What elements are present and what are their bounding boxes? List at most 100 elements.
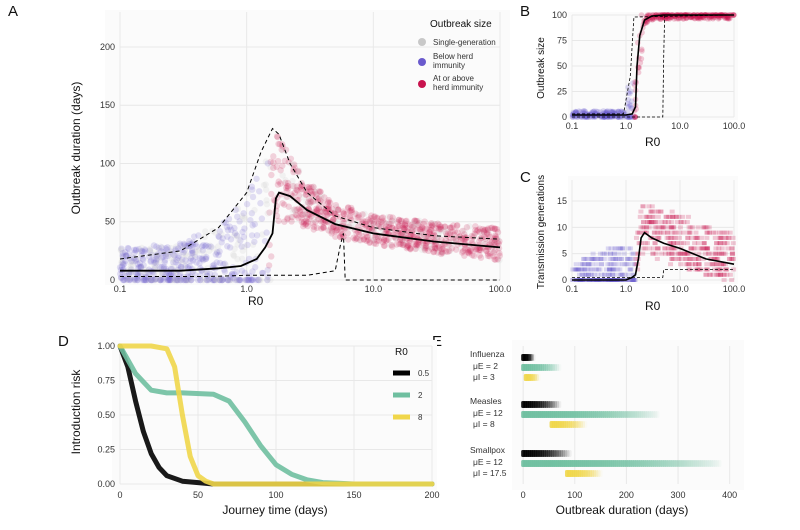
group-mu-e: μE = 12: [473, 408, 503, 418]
cloud-point: [382, 225, 389, 233]
cloud-point: [409, 226, 416, 233]
cloud-point: [248, 210, 256, 217]
panel-a-legend: Outbreak size Single-generation Below he…: [418, 19, 496, 92]
cloud-point: [246, 272, 253, 280]
cloud-point: [359, 217, 367, 224]
cloud-point: [616, 246, 622, 251]
cloud-point: [599, 262, 605, 267]
cloud-point: [611, 251, 617, 256]
cloud-point: [610, 272, 616, 277]
cloud-point: [686, 225, 692, 230]
cloud-point: [683, 256, 689, 261]
cloud-point: [245, 255, 253, 263]
cloud-point: [610, 267, 616, 272]
cloud-point: [297, 186, 305, 193]
cloud-point: [245, 276, 252, 284]
cloud-point: [319, 218, 327, 225]
cloud-point: [655, 235, 661, 240]
duration-band-smallpox-r8: [590, 470, 595, 477]
cloud-point: [461, 252, 468, 259]
cloud-point: [259, 269, 266, 277]
cloud-point: [248, 186, 256, 193]
cloud-point: [581, 262, 587, 267]
cloud-point: [496, 238, 503, 245]
cloud-point: [639, 241, 645, 246]
duration-band-smallpox-r2: [684, 460, 689, 467]
cloud-point: [359, 211, 366, 218]
cloud-point: [163, 246, 171, 253]
cloud-point: [189, 257, 197, 264]
cloud-point: [403, 228, 410, 235]
cloud-point: [401, 222, 409, 229]
cloud-point: [685, 262, 691, 267]
cloud-point: [353, 229, 360, 237]
cloud-point: [153, 259, 160, 266]
cloud-point: [142, 276, 149, 284]
cloud-point: [576, 267, 582, 272]
cloud-point: [396, 236, 404, 244]
cloud-point: [442, 230, 450, 237]
cloud-point: [438, 248, 446, 256]
cloud-point: [599, 262, 605, 267]
cloud-point: [175, 252, 182, 260]
duration-band-measles-r2: [620, 411, 625, 418]
cloud-point: [198, 243, 206, 250]
x-tick-label: 10.0: [365, 284, 383, 294]
cloud-point: [607, 272, 613, 277]
cloud-point: [210, 261, 218, 268]
cloud-point: [180, 249, 187, 256]
duration-band-smallpox-r2: [709, 460, 714, 467]
cloud-point: [278, 146, 285, 153]
cloud-point: [684, 251, 690, 256]
cloud-point: [321, 219, 328, 226]
cloud-point: [213, 259, 220, 266]
cloud-point: [339, 234, 346, 241]
cloud-point: [356, 231, 363, 238]
duration-band-measles-r8: [570, 421, 575, 428]
cloud-point: [326, 210, 334, 217]
cloud-point: [729, 256, 735, 261]
cloud-point: [119, 276, 127, 284]
cloud-point: [420, 244, 428, 251]
cloud-point: [583, 272, 589, 277]
cloud-point: [640, 225, 646, 230]
legend-single: Single-generation: [433, 38, 496, 47]
cloud-point: [369, 220, 377, 228]
cloud-point: [483, 229, 491, 236]
cloud-point: [231, 245, 238, 253]
x-tick-label: 0.1: [114, 284, 127, 294]
cloud-point: [479, 228, 486, 235]
cloud-point: [665, 246, 671, 251]
duration-band-measles-r2: [637, 411, 642, 418]
panel-letter-a: A: [8, 3, 18, 20]
duration-band-influenza-r2: [542, 364, 547, 371]
cloud-point: [319, 224, 327, 231]
x-tick-label: 100.0: [723, 284, 746, 294]
cloud-point: [170, 256, 177, 264]
cloud-point: [234, 276, 242, 284]
cloud-point: [169, 251, 177, 258]
cloud-point: [662, 246, 668, 251]
cloud-point: [598, 256, 604, 261]
cloud-point: [182, 261, 189, 268]
cloud-point: [434, 249, 441, 256]
cloud-point: [132, 270, 140, 277]
cloud-point: [579, 272, 585, 277]
cloud-point: [125, 270, 133, 277]
cloud-point: [414, 241, 421, 248]
duration-band-measles-r2: [618, 411, 623, 418]
cloud-point: [628, 105, 634, 111]
duration-band-measles-r0.5: [544, 401, 549, 408]
cloud-point: [706, 15, 713, 22]
cloud-point: [670, 214, 676, 219]
cloud-point: [680, 251, 686, 256]
cloud-point: [208, 243, 215, 250]
cloud-point: [666, 16, 673, 22]
cloud-point: [694, 235, 700, 240]
cloud-point: [325, 227, 332, 234]
cloud-point: [264, 210, 271, 217]
cloud-point: [493, 225, 501, 233]
cloud-point: [595, 272, 601, 277]
y-tick-label: 0.00: [97, 479, 115, 489]
cloud-point: [664, 235, 670, 240]
